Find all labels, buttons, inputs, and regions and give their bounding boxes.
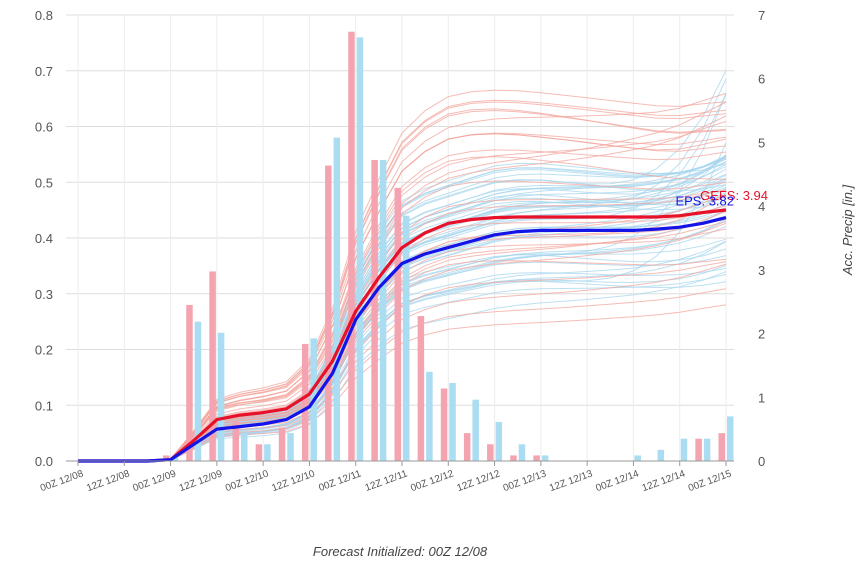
- x-tick-label: 12Z 12/12: [456, 468, 502, 494]
- y-tick-left-label: 0.5: [35, 175, 53, 190]
- gefs-member-line: [78, 115, 727, 462]
- gefs-bar: [232, 421, 239, 461]
- gefs-bar: [487, 444, 494, 461]
- y-tick-right-label: 3: [758, 263, 765, 278]
- eps-bar: [518, 444, 526, 461]
- x-tick-label: 12Z 12/08: [85, 468, 131, 494]
- gefs-bar: [255, 444, 263, 461]
- gefs-mean-line: [78, 208, 727, 463]
- eps-bar: [426, 371, 433, 461]
- gefs-bar: [278, 427, 286, 461]
- gefs-bar: [440, 388, 448, 461]
- y-tick-left-label: 0.0: [35, 454, 53, 469]
- mean-lines-layer: [78, 208, 727, 463]
- gefs-bar: [209, 271, 216, 461]
- gefs-bar: [417, 316, 425, 461]
- eps-bar: [472, 399, 479, 461]
- y-tick-right-label: 6: [758, 72, 765, 87]
- eps-bar: [379, 159, 387, 461]
- gefs-member-line: [78, 304, 727, 462]
- eps-bar: [403, 215, 410, 461]
- gefs-bar: [371, 159, 378, 461]
- y-tick-right-label: 1: [758, 390, 765, 405]
- eps-bar: [657, 449, 665, 461]
- y-tick-left-label: 0.2: [35, 343, 53, 358]
- x-tick-label: 00Z 12/13: [502, 468, 548, 494]
- y-tick-right-label: 5: [758, 135, 765, 150]
- eps-mean-line: [78, 216, 727, 463]
- y-tick-right-label: 4: [758, 199, 765, 214]
- x-tick-label: 00Z 12/09: [132, 468, 178, 494]
- y-tick-right-label: 0: [758, 454, 765, 469]
- y-tick-left-label: 0.6: [35, 120, 53, 135]
- eps-bar: [264, 444, 271, 461]
- eps-bar: [217, 332, 225, 461]
- y-tick-right-label: 2: [758, 327, 765, 342]
- x-tick-label: 00Z 12/15: [687, 468, 733, 494]
- x-tick-label: 12Z 12/09: [178, 468, 224, 494]
- gefs-bar: [301, 343, 309, 461]
- y-tick-left-label: 0.4: [35, 231, 53, 246]
- gefs-bar: [718, 433, 725, 461]
- gefs-bar: [463, 433, 471, 461]
- eps-bar: [703, 438, 711, 461]
- x-tick-label: 00Z 12/12: [409, 468, 455, 494]
- x-tick-label: 12Z 12/13: [548, 468, 594, 494]
- eps-bar: [194, 321, 202, 461]
- gefs-bar: [510, 455, 517, 461]
- eps-bar: [634, 455, 641, 461]
- eps-bar: [680, 438, 688, 461]
- x-tick-label: 12Z 12/11: [364, 468, 410, 494]
- y-tick-left-label: 0.3: [35, 287, 53, 302]
- gefs-member-line: [78, 288, 727, 462]
- x-axis-caption: Forecast Initialized: 00Z 12/08: [313, 544, 488, 559]
- gefs-end-label: GEFS: 3.94: [700, 188, 768, 203]
- eps-end-label: EPS: 3.82: [675, 194, 734, 209]
- y-tick-left-label: 0.7: [35, 64, 53, 79]
- eps-bar: [241, 433, 248, 461]
- eps-bar: [541, 455, 549, 461]
- x-tick-label: 00Z 12/08: [39, 468, 85, 494]
- x-tick-label: 00Z 12/10: [224, 468, 270, 494]
- x-tick-label: 00Z 12/14: [594, 468, 640, 494]
- gefs-bar: [533, 455, 540, 461]
- x-tick-label: 00Z 12/11: [317, 468, 363, 494]
- eps-bar: [727, 416, 734, 461]
- eps-bar: [495, 421, 503, 461]
- gefs-bar: [394, 187, 401, 461]
- gefs-bar: [186, 304, 193, 461]
- right-axis-title: Acc. Precip [in.]: [840, 184, 855, 276]
- eps-bar: [333, 137, 341, 461]
- eps-bar: [449, 382, 456, 461]
- y-tick-left-label: 0.8: [35, 8, 53, 23]
- gefs-bar: [695, 438, 702, 461]
- gefs-bar: [325, 165, 332, 461]
- eps-bar: [356, 37, 364, 462]
- gefs-bar: [348, 31, 355, 461]
- y-tick-left-label: 0.1: [35, 398, 53, 413]
- x-tick-label: 12Z 12/10: [270, 468, 316, 494]
- gefs-bar: [163, 455, 170, 461]
- gefs-member-line: [78, 101, 727, 462]
- x-tick-label: 12Z 12/14: [641, 468, 687, 494]
- y-tick-right-label: 7: [758, 8, 765, 23]
- eps-bar: [287, 433, 294, 461]
